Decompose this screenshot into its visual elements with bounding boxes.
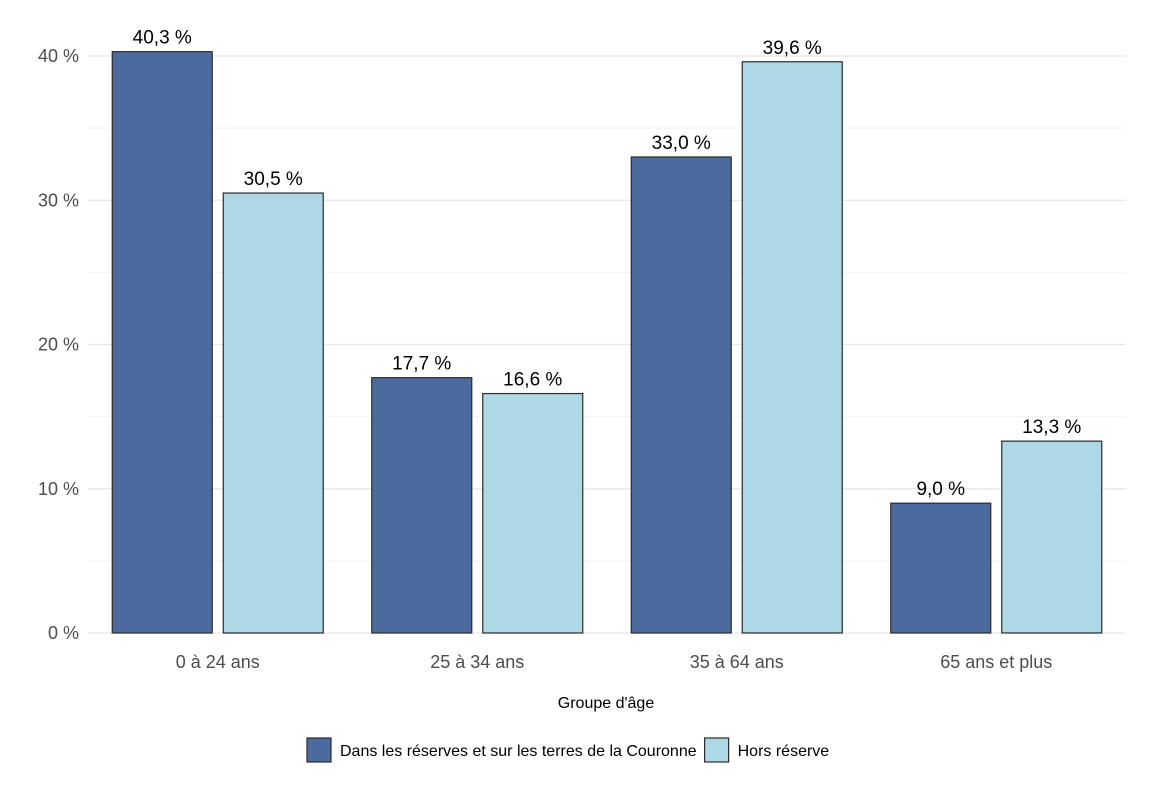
legend-swatch [306, 737, 332, 763]
bar [741, 61, 843, 634]
bar [111, 51, 213, 634]
y-tick-label: 10 % [38, 479, 79, 499]
data-label: 39,6 % [763, 38, 822, 59]
data-label: 9,0 % [916, 479, 965, 500]
x-tick-label: 25 à 34 ans [430, 652, 524, 672]
x-axis-title: Groupe d'âge [558, 695, 655, 712]
legend: Dans les réserves et sur les terres de l… [306, 737, 830, 763]
legend-label: Hors réserve [738, 743, 830, 760]
x-tick-label: 65 ans et plus [940, 652, 1052, 672]
bar [482, 392, 584, 634]
y-tick-label: 30 % [38, 190, 79, 210]
bars [111, 51, 1103, 634]
bar [630, 156, 732, 634]
bar [1001, 440, 1103, 634]
data-label: 33,0 % [652, 133, 711, 154]
legend-label: Dans les réserves et sur les terres de l… [340, 743, 697, 760]
x-tick-label: 35 à 64 ans [690, 652, 784, 672]
y-tick-label: 20 % [38, 335, 79, 355]
bar [222, 192, 324, 634]
data-labels: 40,3 % 30,5 % 17,7 % 16,6 % 33,0 % 39,6 % 9,0 … [133, 28, 1082, 501]
y-tick-label: 0 % [48, 623, 79, 643]
y-tick-label: 40 % [38, 46, 79, 66]
legend-swatch [704, 737, 730, 763]
data-label: 40,3 % [133, 28, 192, 49]
bar [890, 502, 992, 634]
data-label: 13,3 % [1022, 417, 1081, 438]
x-tick-label: 0 à 24 ans [176, 652, 260, 672]
data-label: 17,7 % [392, 354, 451, 375]
data-label: 16,6 % [503, 370, 562, 391]
data-label: 30,5 % [244, 169, 303, 190]
y-axis: 0 % 10 % 20 % 30 % 40 % [38, 46, 79, 643]
x-axis: 0 à 24 ans 25 à 34 ans 35 à 64 ans 65 ans e… [176, 652, 1053, 672]
bar [371, 377, 473, 634]
